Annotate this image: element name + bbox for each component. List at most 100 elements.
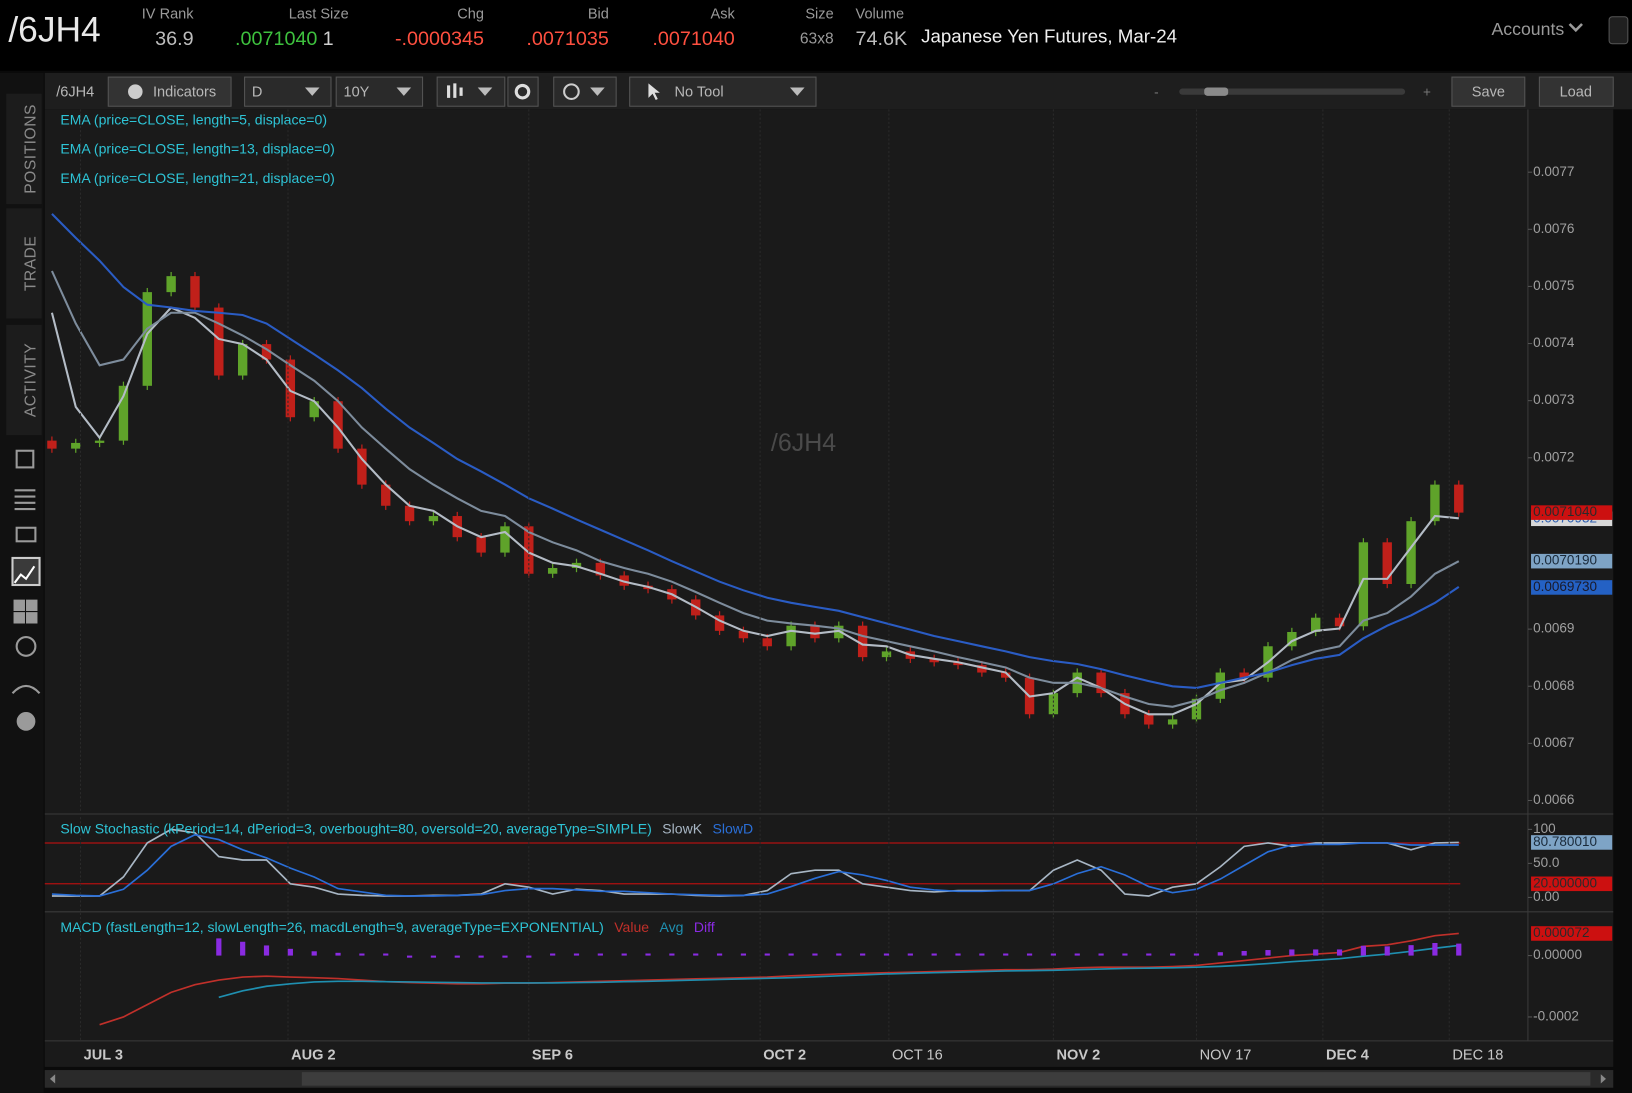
description: Japanese Yen Futures, Mar-24 bbox=[921, 25, 1177, 46]
series-line bbox=[50, 270, 1460, 708]
icon bbox=[563, 83, 580, 100]
candle-body bbox=[142, 292, 152, 386]
icon[interactable] bbox=[13, 599, 38, 624]
zoom-slider[interactable] bbox=[1179, 88, 1406, 95]
histogram-bar bbox=[621, 953, 627, 956]
candle-body bbox=[1430, 484, 1440, 522]
series-line bbox=[51, 828, 1459, 897]
value-tag bbox=[1531, 835, 1613, 850]
caret bbox=[477, 87, 493, 96]
icon[interactable] bbox=[11, 556, 41, 587]
aggregation-dropdown[interactable] bbox=[244, 76, 332, 107]
icon[interactable] bbox=[15, 449, 35, 469]
watermark: /6JH4 bbox=[771, 429, 836, 457]
load-label[interactable]: Load bbox=[1560, 85, 1592, 101]
y-tick-label: 0.00000 bbox=[1533, 947, 1582, 962]
indicators-label[interactable]: Indicators bbox=[153, 85, 216, 101]
histogram-bar bbox=[502, 955, 508, 958]
value-tag-label: 80.780010 bbox=[1533, 834, 1597, 849]
y-tick-label: 0.0077 bbox=[1533, 164, 1574, 179]
tab[interactable] bbox=[6, 93, 42, 205]
candle-body bbox=[214, 307, 224, 376]
accounts-chevron[interactable] bbox=[1568, 23, 1583, 33]
save-button[interactable] bbox=[1451, 76, 1526, 107]
histogram-bar bbox=[335, 952, 341, 956]
y-tick-label: 0.0072 bbox=[1533, 449, 1574, 464]
settings-button[interactable] bbox=[507, 76, 539, 107]
series-line bbox=[99, 932, 1459, 1026]
candle-body bbox=[1048, 693, 1059, 715]
value-tag-label: 0.0069730 bbox=[1533, 579, 1597, 594]
y-tick-label: 100 bbox=[1533, 821, 1556, 836]
field-extra: 1 bbox=[323, 28, 334, 50]
icon[interactable] bbox=[16, 711, 36, 731]
histogram-bar bbox=[1074, 953, 1080, 956]
histogram-bar bbox=[1098, 953, 1104, 956]
histogram-bar bbox=[478, 955, 484, 958]
candle-body bbox=[1144, 714, 1154, 725]
candle-body bbox=[595, 562, 606, 576]
histogram-bar bbox=[740, 953, 747, 956]
aggregation[interactable]: D bbox=[252, 85, 263, 101]
icon[interactable] bbox=[15, 636, 37, 657]
histogram-bar bbox=[1193, 953, 1200, 956]
save-label[interactable]: Save bbox=[1472, 85, 1505, 101]
candle-body bbox=[237, 344, 248, 376]
tab-label[interactable]: ACTIVITY bbox=[22, 343, 39, 417]
histogram-bar bbox=[860, 953, 866, 956]
histogram-bar bbox=[716, 953, 723, 956]
load-button[interactable] bbox=[1538, 76, 1614, 107]
histogram-bar bbox=[836, 953, 842, 956]
value-tag-label: 0.0071040 bbox=[1533, 504, 1597, 519]
icon[interactable] bbox=[14, 489, 36, 511]
tool[interactable]: No Tool bbox=[674, 85, 723, 101]
histogram-bar bbox=[764, 953, 770, 956]
field-value: -.0000345 bbox=[395, 28, 484, 50]
icon[interactable] bbox=[13, 565, 36, 584]
candle-body bbox=[1406, 521, 1416, 585]
candle-body bbox=[309, 401, 319, 418]
y-tick-label: 50.0 bbox=[1533, 855, 1559, 870]
y-tick-label: 0.0075 bbox=[1533, 278, 1574, 293]
candle-body bbox=[428, 516, 439, 522]
tab[interactable] bbox=[6, 324, 42, 436]
field-label: Volume bbox=[856, 6, 905, 22]
histogram-bar bbox=[812, 953, 818, 956]
x-tick-label: JUL 3 bbox=[84, 1047, 123, 1063]
icon[interactable] bbox=[15, 526, 37, 543]
candle-body bbox=[118, 385, 129, 441]
candle-body bbox=[547, 568, 558, 574]
histogram-bar bbox=[1336, 949, 1343, 956]
zoom-out[interactable]: - bbox=[1154, 84, 1159, 99]
caret bbox=[590, 87, 605, 96]
icon[interactable] bbox=[11, 684, 41, 694]
x-tick-label: DEC 4 bbox=[1326, 1047, 1370, 1063]
histogram-bar bbox=[883, 953, 890, 956]
candle-body bbox=[953, 662, 963, 666]
study-label: EMA (price=CLOSE, length=21, displace=0) bbox=[60, 170, 334, 186]
zoom-in[interactable]: + bbox=[1423, 84, 1431, 99]
candle-body bbox=[71, 442, 81, 449]
candle-body bbox=[94, 440, 105, 443]
value-tag bbox=[1531, 553, 1613, 569]
histogram-bar bbox=[430, 955, 437, 958]
candle-body bbox=[881, 651, 892, 658]
histogram-bar bbox=[1217, 952, 1223, 956]
x-tick-label: AUG 2 bbox=[291, 1047, 336, 1063]
timeframe-dropdown[interactable] bbox=[335, 76, 424, 107]
accounts[interactable]: Accounts bbox=[1491, 19, 1564, 39]
scroll-thumb[interactable] bbox=[301, 1072, 1591, 1086]
candle-body bbox=[1096, 672, 1106, 694]
symbol[interactable]: /6JH4 bbox=[8, 11, 100, 50]
histogram-bar bbox=[907, 953, 913, 956]
toolbar-symbol[interactable]: /6JH4 bbox=[56, 85, 94, 101]
tab[interactable] bbox=[6, 208, 42, 319]
timeframe[interactable]: 10Y bbox=[343, 85, 369, 101]
tab-label[interactable]: POSITIONS bbox=[22, 104, 39, 194]
zoom-thumb[interactable] bbox=[1204, 87, 1229, 96]
tab-label[interactable]: TRADE bbox=[22, 236, 39, 292]
x-tick-label: SEP 6 bbox=[532, 1047, 573, 1063]
tool-dropdown[interactable] bbox=[629, 76, 817, 107]
window-button[interactable] bbox=[1608, 16, 1629, 45]
field-value: 63x8 bbox=[800, 31, 834, 48]
